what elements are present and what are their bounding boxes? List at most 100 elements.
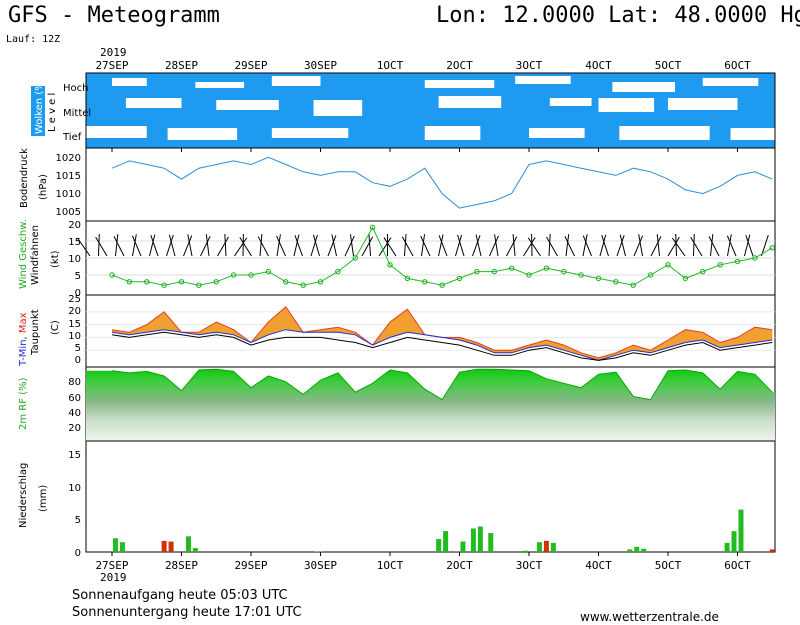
wind-speed-point <box>178 279 185 285</box>
date-label: 3OCT <box>516 559 543 572</box>
wind-barb <box>506 236 518 257</box>
wind-speed-point <box>109 272 115 278</box>
wind-speed-point <box>213 279 219 285</box>
wind-speed-point <box>595 275 602 282</box>
cloud-block <box>271 76 321 86</box>
cloud-block <box>313 100 363 116</box>
precipitation-panel: Niederschlag (mm) 15 10 5 0 <box>18 440 776 559</box>
wind-barb <box>690 236 703 257</box>
cloud-block <box>216 100 279 110</box>
wind-speed-point <box>144 279 150 285</box>
wind-barb <box>168 234 176 257</box>
wind-speed-point <box>491 268 497 275</box>
precipitation-bar <box>470 528 476 552</box>
wind-barb <box>438 235 448 257</box>
wind-barb <box>200 236 211 257</box>
wind-tick: 20 <box>68 220 81 231</box>
coordinates: Lon: 12.0000 Lat: 48.0000 Hgt: 5 <box>436 3 800 28</box>
date-label: 4OCT <box>585 59 612 72</box>
temperature-min-series <box>111 329 773 361</box>
precipitation-bar <box>627 549 633 552</box>
wind-barb <box>667 236 680 257</box>
wind-speed-point <box>769 245 775 251</box>
dewpoint-series <box>111 331 773 361</box>
date-label: 2OCT <box>446 559 473 572</box>
wind-panel: Wind Geschw. Windfahnen (kt) 20 15 10 5 … <box>18 219 776 299</box>
wind-speed-point <box>335 268 341 275</box>
pressure-panel: Bodendruck (hPa) 1020 1015 1010 1005 <box>19 147 776 222</box>
wind-barb <box>744 234 751 257</box>
wind-speed-point <box>526 272 532 278</box>
temperature-tick: 5 <box>75 343 81 354</box>
wind-barb <box>475 234 482 257</box>
wind-speed-point <box>752 255 758 261</box>
date-label: 3OCT <box>516 59 543 72</box>
wind-barb <box>457 234 465 257</box>
pressure-tick: 1005 <box>56 207 81 218</box>
cloud-blocks <box>86 76 775 140</box>
cloud-block <box>612 82 675 92</box>
wind-speed-point <box>352 255 358 261</box>
humidity-tick: 40 <box>68 408 81 419</box>
precipitation-bar <box>168 541 174 552</box>
wind-speed-point <box>630 282 636 288</box>
date-label: 6OCT <box>724 559 751 572</box>
wind-speed-point <box>474 268 480 275</box>
wind-barb <box>650 236 662 257</box>
cloud-label: Wolken (%) <box>34 77 45 134</box>
wind-barb <box>404 234 407 257</box>
cloud-block <box>549 98 592 106</box>
temperature-tick: 25 <box>68 294 81 305</box>
wind-barb <box>638 234 643 257</box>
wind-barb <box>113 236 125 257</box>
humidity-tick: 60 <box>68 393 81 404</box>
wind-speed-point <box>578 272 584 278</box>
wind-speed-point <box>404 275 411 282</box>
wind-barb <box>633 235 644 257</box>
page-title: GFS - Meteogramm <box>8 3 220 28</box>
wind-speed-point <box>126 279 133 285</box>
temperature-tick: 15 <box>68 319 81 330</box>
wind-barb <box>294 235 303 257</box>
wind-barb <box>378 237 392 257</box>
precipitation-bar <box>738 509 744 552</box>
wind-barb <box>115 234 119 257</box>
wind-barb <box>726 235 737 257</box>
precipitation-bar <box>185 536 191 552</box>
year-bottom: 2019 <box>100 571 127 584</box>
wind-speed-point <box>422 279 428 285</box>
cloud-block <box>125 98 182 108</box>
wind-barb <box>523 237 536 257</box>
precipitation-tick: 5 <box>75 515 81 526</box>
cloud-block <box>424 126 481 140</box>
humidity-panel: 2m RF (%) 80 60 40 20 <box>18 366 776 442</box>
precipitation-bar <box>318 551 323 552</box>
site-link[interactable]: www.wetterzentrale.de <box>580 610 719 624</box>
wind-speed-point <box>248 272 254 278</box>
precipitation-bar <box>731 531 737 552</box>
precipitation-frame <box>85 440 776 553</box>
wind-barb <box>276 234 281 257</box>
cloud-block <box>195 82 245 88</box>
cloud-label-bg <box>31 86 45 136</box>
wind-unit: (kt) <box>50 250 61 268</box>
temperature-frame <box>85 294 776 368</box>
date-label: 28SEP <box>165 559 198 572</box>
precipitation-bar <box>641 548 647 552</box>
date-label: 28SEP <box>165 59 198 72</box>
wind-speed-point <box>613 279 619 285</box>
precipitation-bar <box>488 533 494 552</box>
pressure-label: Bodendruck <box>19 148 30 208</box>
sunrise-text: Sonnenaufgang heute 05:03 UTC <box>72 588 288 603</box>
wind-barb <box>455 234 463 257</box>
wind-barb <box>187 234 193 257</box>
wind-barb <box>616 235 625 257</box>
wind-barb <box>582 235 592 257</box>
precipitation-bar <box>634 546 640 552</box>
wind-speed-markers <box>109 224 775 288</box>
wind-barb <box>217 236 229 257</box>
wind-barb <box>166 234 174 257</box>
cloud-level-low: Tief <box>62 132 82 143</box>
precipitation-bar <box>550 542 556 552</box>
wind-speed-point <box>387 262 393 268</box>
